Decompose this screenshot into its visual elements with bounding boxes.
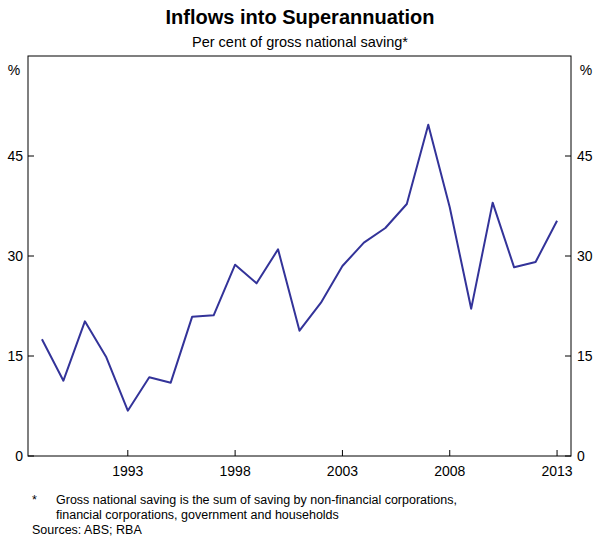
y-tick-label-right: 45 xyxy=(577,148,593,164)
y-tick-label-right: 0 xyxy=(577,448,585,464)
y-tick-left xyxy=(28,256,34,257)
y-tick-right xyxy=(565,156,571,157)
x-tick-label: 1998 xyxy=(220,463,251,479)
background xyxy=(0,0,600,549)
y-tick-left xyxy=(28,456,34,457)
y-tick-label-left: 30 xyxy=(7,248,23,264)
y-unit-left: % xyxy=(8,62,20,78)
x-tick xyxy=(557,450,558,456)
sources: Sources: ABS; RBA xyxy=(32,523,142,537)
y-tick-right xyxy=(565,356,571,357)
y-tick-label-left: 0 xyxy=(15,448,23,464)
x-tick-label: 1993 xyxy=(112,463,143,479)
series-line xyxy=(42,125,557,411)
x-tick xyxy=(342,450,343,456)
y-tick-left xyxy=(28,156,34,157)
y-unit-right: % xyxy=(580,62,592,78)
footnote-line: financial corporations, government and h… xyxy=(56,508,339,522)
y-tick-left xyxy=(28,356,34,357)
x-tick xyxy=(127,450,128,456)
x-tick-label: 2003 xyxy=(327,463,358,479)
footnote-line: Gross national saving is the sum of savi… xyxy=(56,493,457,507)
footnote-marker: * xyxy=(32,493,37,507)
y-tick-label-left: 15 xyxy=(7,348,23,364)
y-tick-label-left: 45 xyxy=(7,148,23,164)
x-tick xyxy=(235,450,236,456)
x-tick-label: 2008 xyxy=(434,463,465,479)
y-tick-label-right: 15 xyxy=(577,348,593,364)
plot-frame xyxy=(28,56,571,456)
plot-area xyxy=(42,125,557,411)
title: Inflows into Superannuation xyxy=(166,6,435,28)
x-tick-label: 2013 xyxy=(541,463,572,479)
chart: Inflows into Superannuation Per cent of g… xyxy=(0,0,600,549)
y-tick-right xyxy=(565,456,571,457)
y-tick-right xyxy=(565,256,571,257)
y-tick-label-right: 30 xyxy=(577,248,593,264)
subtitle: Per cent of gross national saving* xyxy=(192,34,408,50)
x-tick xyxy=(449,450,450,456)
